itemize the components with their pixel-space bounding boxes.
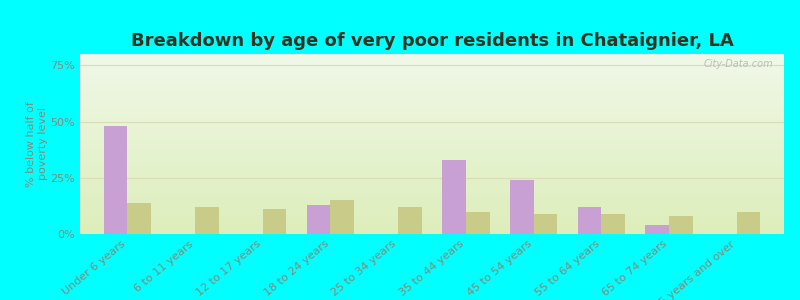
- Bar: [669, 216, 693, 234]
- Bar: [466, 212, 490, 234]
- Bar: [534, 214, 558, 234]
- Bar: [602, 214, 625, 234]
- Bar: [510, 180, 534, 234]
- Bar: [127, 202, 151, 234]
- Bar: [330, 200, 354, 234]
- Bar: [262, 209, 286, 234]
- Y-axis label: % below half of
poverty level: % below half of poverty level: [26, 101, 48, 187]
- Text: City-Data.com: City-Data.com: [704, 59, 774, 69]
- Bar: [737, 212, 760, 234]
- Bar: [398, 207, 422, 234]
- Bar: [646, 225, 669, 234]
- Bar: [104, 126, 127, 234]
- Bar: [578, 207, 602, 234]
- Bar: [306, 205, 330, 234]
- Bar: [442, 160, 466, 234]
- Bar: [195, 207, 218, 234]
- Title: Breakdown by age of very poor residents in Chataignier, LA: Breakdown by age of very poor residents …: [130, 32, 734, 50]
